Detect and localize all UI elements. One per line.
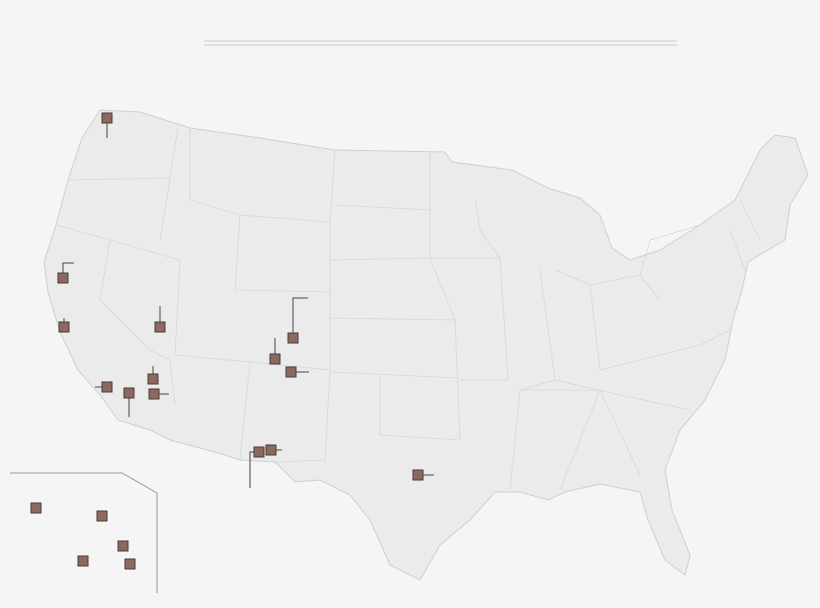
state-borders — [55, 127, 761, 491]
site-marker — [154, 321, 166, 333]
us-outline — [43, 109, 809, 581]
site-marker — [287, 332, 299, 344]
site-marker — [412, 469, 424, 481]
site-marker — [58, 321, 70, 333]
site-marker — [30, 502, 42, 514]
site-marker — [124, 558, 136, 570]
site-marker — [285, 366, 297, 378]
site-marker — [77, 555, 89, 567]
site-marker — [101, 112, 113, 124]
site-marker — [265, 444, 277, 456]
leader-line — [249, 451, 254, 488]
site-marker — [101, 381, 113, 393]
site-marker — [123, 387, 135, 399]
site-marker — [57, 272, 69, 284]
site-marker — [147, 373, 159, 385]
site-marker — [96, 510, 108, 522]
site-marker — [117, 540, 129, 552]
inset-boundary — [10, 472, 158, 593]
leader-line — [62, 262, 74, 273]
markers — [30, 112, 434, 570]
site-marker — [269, 353, 281, 365]
leader-line — [292, 297, 308, 333]
site-marker — [253, 446, 265, 458]
site-marker — [148, 388, 160, 400]
